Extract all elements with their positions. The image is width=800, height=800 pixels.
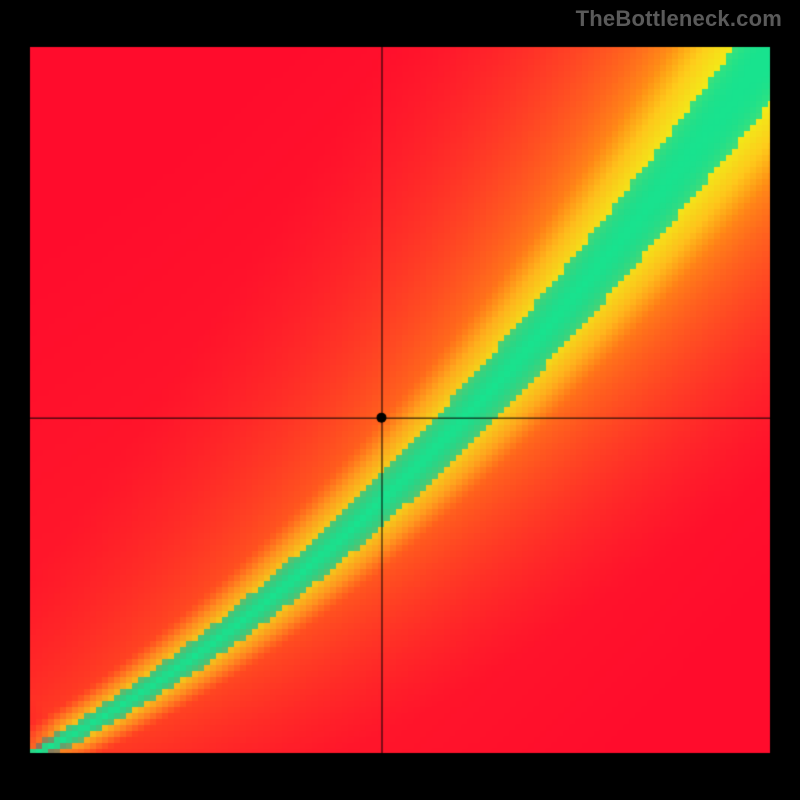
watermark-text: TheBottleneck.com <box>576 6 782 32</box>
heatmap-canvas <box>0 0 800 800</box>
chart-root: TheBottleneck.com <box>0 0 800 800</box>
